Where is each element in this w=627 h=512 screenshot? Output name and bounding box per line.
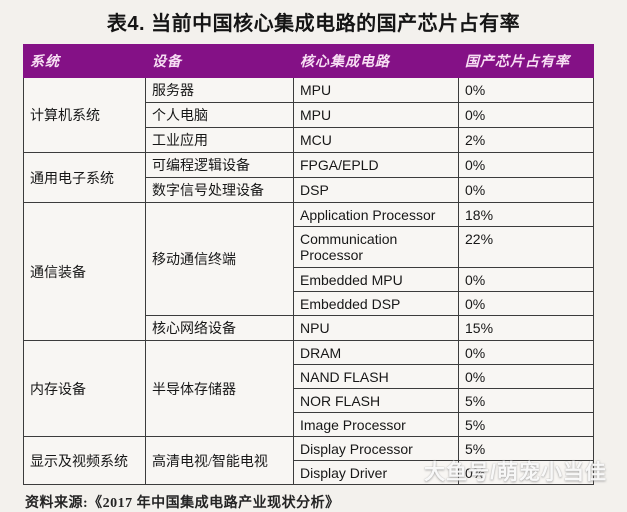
cell-share: 15%	[458, 315, 594, 341]
header-row: 系统 设备 核心集成电路 国产芯片占有率	[23, 44, 594, 78]
cell-share: 0%	[458, 77, 594, 103]
table-row: NAND FLASH 0%	[24, 364, 594, 389]
cell-system: 显示及视频系统	[23, 436, 146, 485]
cell-share: 0%	[458, 460, 594, 485]
cell-share: 0%	[458, 291, 594, 316]
cell-device: 移动通信终端	[145, 202, 294, 316]
table-row: 内存设备 半导体存储器 DRAM 0%	[23, 340, 594, 437]
table-row: 个人电脑 MPU 0%	[24, 102, 594, 128]
watermark: 大鱼号/萌宠小当佳	[424, 461, 607, 484]
cell-chip: MCU	[293, 127, 459, 153]
cell-device: 数字信号处理设备	[145, 177, 294, 203]
table-row: Embedded DSP 0%	[24, 291, 594, 316]
cell-share: 5%	[458, 412, 594, 437]
cell-chip: MPU	[293, 102, 459, 128]
cell-chip: FPGA/EPLD	[293, 152, 459, 178]
cell-chip: DRAM	[293, 340, 459, 365]
cell-system: 通用电子系统	[23, 152, 146, 203]
table-row: 通用电子系统 可编程逻辑设备 FPGA/EPLD 0%	[23, 152, 594, 203]
source-citation: 资料来源:《2017 年中国集成电路产业现状分析》	[25, 496, 340, 511]
cell-chip: Image Processor	[293, 412, 459, 437]
cell-share: 0%	[458, 364, 594, 389]
cell-device: 半导体存储器	[145, 340, 294, 437]
table-row: 核心网络设备 NPU 15%	[24, 315, 594, 341]
table-row: Image Processor 5%	[24, 412, 594, 437]
table-title: 表4. 当前中国核心集成电路的国产芯片占有率	[106, 13, 521, 35]
cell-share: 5%	[458, 388, 594, 413]
table-row: 工业应用 MCU 2%	[24, 127, 594, 153]
cell-share: 0%	[458, 102, 594, 128]
cell-device: 个人电脑	[145, 102, 294, 128]
cell-chip: Embedded DSP	[293, 291, 459, 316]
cell-share: 0%	[458, 267, 594, 292]
cell-share: 0%	[458, 340, 594, 365]
cell-system: 通信装备	[23, 202, 146, 341]
cell-share: 22%	[458, 226, 594, 268]
cell-chip: NAND FLASH	[293, 364, 459, 389]
cell-chip: MPU	[293, 77, 459, 103]
table-row: Display Driver 0%	[24, 460, 594, 485]
cell-share: 0%	[458, 177, 594, 203]
table-row: 显示及视频系统 高清电视/智能电视 Display Processor 5%	[23, 436, 594, 485]
table-row: 计算机系统 服务器 MPU 0%	[23, 77, 594, 153]
cell-chip: Embedded MPU	[293, 267, 459, 292]
cell-chip: Display Driver	[293, 460, 459, 485]
table-row: 通信装备 移动通信终端 Application Processor 18%	[23, 202, 594, 341]
table-row: Communication Processor 22%	[24, 226, 594, 268]
cell-share: 2%	[458, 127, 594, 153]
cell-device: 服务器	[145, 77, 294, 103]
cell-chip: DSP	[293, 177, 459, 203]
cell-chip: Application Processor	[293, 202, 459, 227]
cell-device: 可编程逻辑设备	[145, 152, 294, 178]
cell-system: 计算机系统	[23, 77, 146, 153]
column-header-domestic-share: 国产芯片占有率	[458, 44, 594, 78]
column-header-core-ic: 核心集成电路	[293, 44, 459, 78]
cell-share: 18%	[458, 202, 594, 227]
column-header-device: 设备	[145, 44, 294, 78]
cell-chip: Communication Processor	[293, 226, 459, 268]
column-header-system: 系统	[23, 44, 146, 78]
cell-device: 核心网络设备	[145, 315, 294, 341]
cell-device: 工业应用	[145, 127, 294, 153]
cell-device: 高清电视/智能电视	[145, 436, 294, 485]
chip-share-table: 系统 设备 核心集成电路 国产芯片占有率 计算机系统 服务器 MPU 0% 个人…	[23, 44, 594, 485]
cell-share: 0%	[458, 152, 594, 178]
table-row: 数字信号处理设备 DSP 0%	[24, 177, 594, 203]
cell-chip: NOR FLASH	[293, 388, 459, 413]
cell-system: 内存设备	[23, 340, 146, 437]
page: { "title": "表4. 当前中国核心集成电路的国产芯片占有率", "ta…	[23, 13, 607, 511]
cell-chip: NPU	[293, 315, 459, 341]
